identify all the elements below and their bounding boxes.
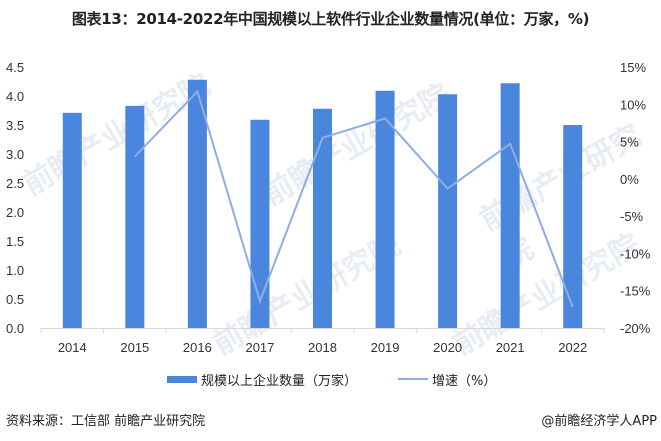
bar-2016 (187, 79, 207, 328)
right-axis-tick: 15% (620, 60, 646, 75)
legend-item-line: 增速（%） (398, 368, 496, 390)
left-axis-tick: 2.0 (6, 205, 24, 220)
right-axis-tick: 0% (620, 172, 639, 187)
x-axis-label: 2022 (558, 340, 587, 355)
legend-line-label: 增速（%） (432, 373, 497, 389)
x-axis-label: 2018 (308, 340, 337, 355)
x-axis-label: 2017 (245, 340, 274, 355)
bar-2020 (438, 94, 458, 328)
right-axis-tick: -15% (620, 284, 651, 299)
right-axis-tick: 10% (620, 97, 646, 112)
right-axis-tick: 5% (620, 135, 639, 150)
chart-title: 图表13：2014-2022年中国规模以上软件行业企业数量情况(单位：万家，%) (71, 10, 590, 28)
x-axis-label: 2016 (183, 340, 212, 355)
x-axis-label: 2015 (120, 340, 149, 355)
left-axis-tick: 3.5 (6, 118, 24, 133)
left-axis-tick: 0.0 (6, 321, 24, 336)
bar-2017 (250, 119, 270, 328)
right-axis-tick: -5% (620, 209, 644, 224)
left-axis-tick: 0.5 (6, 292, 24, 307)
legend-item-bar: 规模以上企业数量（万家） (167, 368, 357, 390)
x-axis-label: 2020 (433, 340, 462, 355)
brand-note: @前瞻经济学人APP (541, 414, 657, 429)
left-axis-tick: 1.5 (6, 234, 24, 249)
legend-bar-swatch (167, 375, 197, 383)
right-axis-tick: -10% (620, 246, 651, 261)
source-note: 资料来源：工信部 前瞻产业研究院 (6, 414, 206, 429)
legend-line-swatch (398, 378, 428, 380)
chart-legend: 规模以上企业数量（万家） 增速（%） (0, 368, 661, 390)
bar-2014 (62, 112, 82, 328)
bar-2015 (125, 105, 145, 328)
left-axis-tick: 2.5 (6, 176, 24, 191)
bar-2021 (500, 83, 520, 329)
bar-2019 (375, 90, 395, 328)
x-axis-label: 2021 (496, 340, 525, 355)
x-axis-label: 2019 (371, 340, 400, 355)
growth-line (134, 89, 574, 308)
left-axis-tick: 3.0 (6, 147, 24, 162)
left-axis-tick: 1.0 (6, 263, 24, 278)
bar-2018 (313, 108, 332, 328)
right-axis-tick: -20% (620, 321, 651, 336)
bar-2022 (563, 125, 583, 328)
left-axis-tick: 4.0 (6, 89, 24, 104)
legend-bar-label: 规模以上企业数量（万家） (201, 373, 358, 389)
left-axis-tick: 4.5 (6, 60, 24, 75)
x-axis-label: 2014 (58, 340, 87, 355)
